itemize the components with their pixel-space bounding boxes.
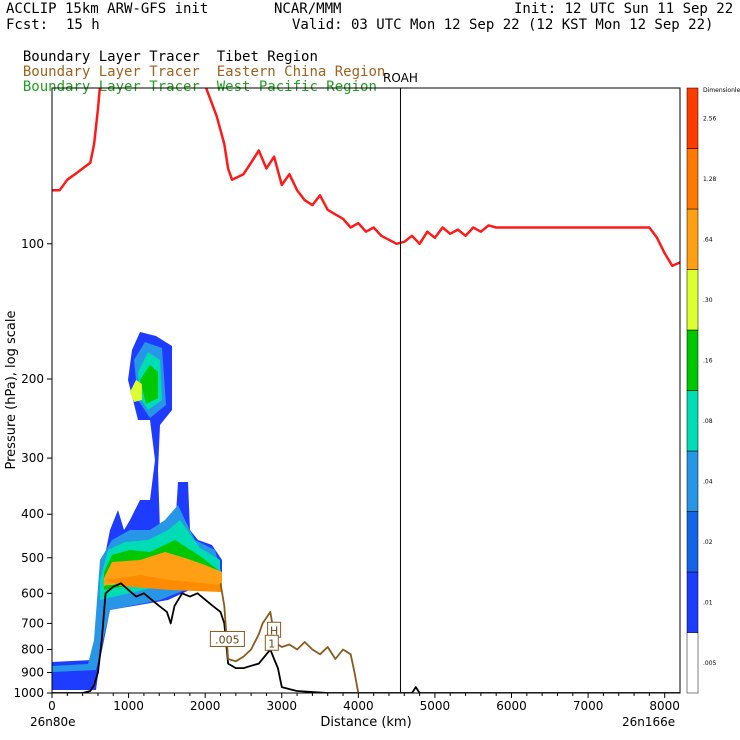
y-tick-label: 600 xyxy=(21,586,44,600)
plot-frame xyxy=(51,87,681,694)
colorbar: .005 .01 .02 .04 .08 .16 .30 .64 1.28 2.56 Dimensi… xyxy=(686,87,740,694)
forecast-hour: 15 h xyxy=(66,17,100,33)
colorbar-swatch xyxy=(686,390,699,452)
x-tick-label: 6000 xyxy=(496,699,527,713)
y-tick-label: 900 xyxy=(21,665,44,679)
colorbar-label: 2.56 xyxy=(703,115,717,122)
colorbar-label: .16 xyxy=(703,357,713,364)
colorbar-label: 1.28 xyxy=(703,176,717,183)
x-tick-label: 8000 xyxy=(649,699,680,713)
x-tick-label: 7000 xyxy=(573,699,604,713)
valid-time: Valid: 03 UTC Mon 12 Sep 22 (12 KST Mon … xyxy=(292,17,714,33)
y-axis-title: Pressure (hPa), log scale xyxy=(4,311,19,470)
y-tick-label: 100 xyxy=(21,237,44,251)
x-axis: 0 1000 2000 3000 4000 5000 6000 7000 8000 xyxy=(48,693,680,713)
y-tick-label: 800 xyxy=(21,642,44,656)
end-location-label: 26n166e xyxy=(622,715,675,729)
legend-entry-west-pacific: Boundary Layer Tracer West Pacific Regio… xyxy=(6,65,377,95)
colorbar-swatch xyxy=(686,269,699,331)
y-tick-label: 300 xyxy=(21,451,44,465)
colorbar-swatch xyxy=(686,87,699,149)
x-tick-label: 1000 xyxy=(113,699,144,713)
x-axis-title: Distance (km) xyxy=(320,715,411,730)
plume-teal xyxy=(100,352,220,600)
legend-label: Boundary Layer Tracer xyxy=(22,49,200,65)
colorbar-label: .08 xyxy=(703,418,713,425)
start-location-label: 26n80e xyxy=(30,715,76,729)
legend-label: Boundary Layer Tracer xyxy=(22,64,200,80)
plume-orange xyxy=(104,552,222,592)
series-layer xyxy=(52,88,680,693)
colorbar-swatch xyxy=(686,632,699,694)
x-tick-label: 2000 xyxy=(190,699,221,713)
colorbar-label: .30 xyxy=(703,297,713,304)
plume-lower-rim xyxy=(106,575,222,592)
legend-entry-eastern-china: Boundary Layer Tracer Eastern China Regi… xyxy=(6,50,385,80)
legend-entry-tibet: Boundary Layer Tracer Tibet Region xyxy=(6,35,318,65)
x-tick-label: 0 xyxy=(48,699,56,713)
forecast-label: Fcst: xyxy=(6,17,49,33)
colorbar-label: .01 xyxy=(703,599,713,606)
colorbar-label: .04 xyxy=(703,478,713,485)
x-tick-label: 3000 xyxy=(266,699,297,713)
series-line-tibet-region xyxy=(52,582,680,693)
legend-label: Boundary Layer Tracer xyxy=(22,79,200,95)
y-tick-label: 400 xyxy=(21,507,44,521)
model-title: ACCLIP 15km ARW-GFS init xyxy=(6,1,209,17)
colorbar-title: Dimensionless xyxy=(703,87,740,94)
legend-region: West Pacific Region xyxy=(216,79,377,95)
series-line-tropopause xyxy=(52,88,680,268)
y-tick-label: 700 xyxy=(21,616,44,630)
colorbar-swatch xyxy=(686,148,699,210)
contour-label: .005 xyxy=(215,633,240,646)
y-tick-label: 200 xyxy=(21,372,44,386)
x-tick-label: 5000 xyxy=(420,699,451,713)
tracer-plume-layer xyxy=(52,332,222,690)
colorbar-swatch xyxy=(686,450,699,512)
y-tick-label: 1000 xyxy=(13,686,44,700)
contour-label: H xyxy=(270,624,278,637)
colorbar-swatch xyxy=(686,208,699,270)
legend-region: Tibet Region xyxy=(216,49,318,65)
y-axis: 100 200 300 400 500 600 700 800 900 1000 xyxy=(13,237,52,700)
colorbar-label: .64 xyxy=(703,236,713,243)
highlight-layer: .005 H1 xyxy=(209,621,282,651)
colorbar-swatch xyxy=(686,571,699,633)
contour-label-box xyxy=(264,634,279,651)
series-line-eastern-china-region xyxy=(219,583,360,693)
org-label: NCAR/MMM xyxy=(274,1,342,17)
colorbar-label: .02 xyxy=(703,539,713,546)
colorbar-label: .005 xyxy=(703,660,717,667)
legend-region: Eastern China Region xyxy=(216,64,386,80)
init-time: Init: 12 UTC Sun 11 Sep 22 xyxy=(514,1,734,17)
x-tick-label: 4000 xyxy=(343,699,374,713)
contour-label-box xyxy=(209,630,245,647)
station-label: ROAH xyxy=(383,71,418,85)
y-tick-label: 500 xyxy=(21,551,44,565)
contour-label: 1 xyxy=(268,637,275,650)
colorbar-swatch xyxy=(686,329,699,391)
plume-blue xyxy=(52,332,222,690)
colorbar-swatch xyxy=(686,511,699,573)
